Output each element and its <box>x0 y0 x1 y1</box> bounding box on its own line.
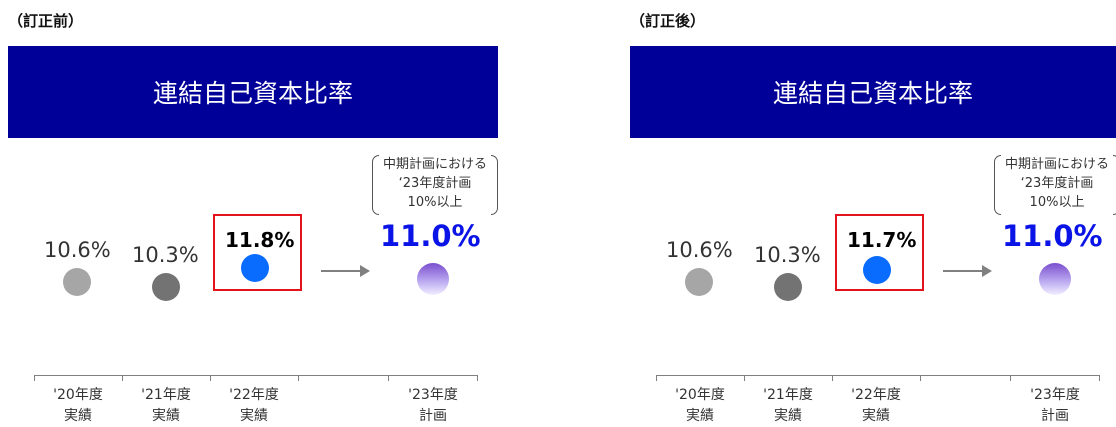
value-label: 10.3% <box>132 243 199 267</box>
arrow <box>321 265 370 277</box>
value-label: 10.6% <box>666 238 733 262</box>
arrow <box>943 265 992 277</box>
x-tick-label: '20年度 実績 <box>53 387 103 424</box>
data-point <box>774 273 802 301</box>
annotation-line-3: 10%以上 <box>407 195 463 210</box>
x-tick-label: '21年度 実績 <box>763 387 813 424</box>
data-point <box>863 256 891 284</box>
x-tick-label: '22年度 実績 <box>851 387 901 424</box>
value-label: 11.0% <box>380 219 481 253</box>
data-point <box>63 268 91 296</box>
x-tick-label: '23年度 計画 <box>1030 387 1080 424</box>
annotation-line-3: 10%以上 <box>1029 195 1085 210</box>
value-label: 11.7% <box>847 228 917 252</box>
panel-label: （訂正後） <box>630 12 706 30</box>
plan-annotation: 中期計画における ‘23年度計画 10%以上 <box>372 155 498 215</box>
x-tick-label: '20年度 実績 <box>675 387 725 424</box>
chart-panel-before: （訂正前） 連結自己資本比率 中期計画における ‘23年度計画 10%以上 10… <box>8 0 508 426</box>
chart-panel-after: （訂正後） 連結自己資本比率 中期計画における ‘23年度計画 10%以上 10… <box>630 0 1116 426</box>
data-point <box>417 263 449 295</box>
x-tick-label: '23年度 計画 <box>408 387 458 424</box>
value-label: 11.0% <box>1002 219 1103 253</box>
x-axis <box>34 375 478 376</box>
value-label: 11.8% <box>225 228 295 252</box>
x-axis <box>656 375 1100 376</box>
x-tick-label: '21年度 実績 <box>141 387 191 424</box>
annotation-line-1: 中期計画における <box>1004 157 1109 172</box>
value-label: 10.6% <box>44 238 111 262</box>
data-point <box>241 254 269 282</box>
panel-label: （訂正前） <box>8 12 84 30</box>
data-point <box>152 273 180 301</box>
annotation-line-1: 中期計画における <box>382 157 487 172</box>
data-point <box>1039 263 1071 295</box>
annotation-line-2: ‘23年度計画 <box>398 176 472 191</box>
value-label: 10.3% <box>754 243 821 267</box>
x-tick-label: '22年度 実績 <box>229 387 279 424</box>
plan-annotation: 中期計画における ‘23年度計画 10%以上 <box>994 155 1116 215</box>
chart-title: 連結自己資本比率 <box>630 46 1116 138</box>
annotation-line-2: ‘23年度計画 <box>1020 176 1094 191</box>
highlight-box <box>213 214 302 291</box>
data-point <box>685 268 713 296</box>
chart-title: 連結自己資本比率 <box>8 46 498 138</box>
highlight-box <box>835 214 924 291</box>
